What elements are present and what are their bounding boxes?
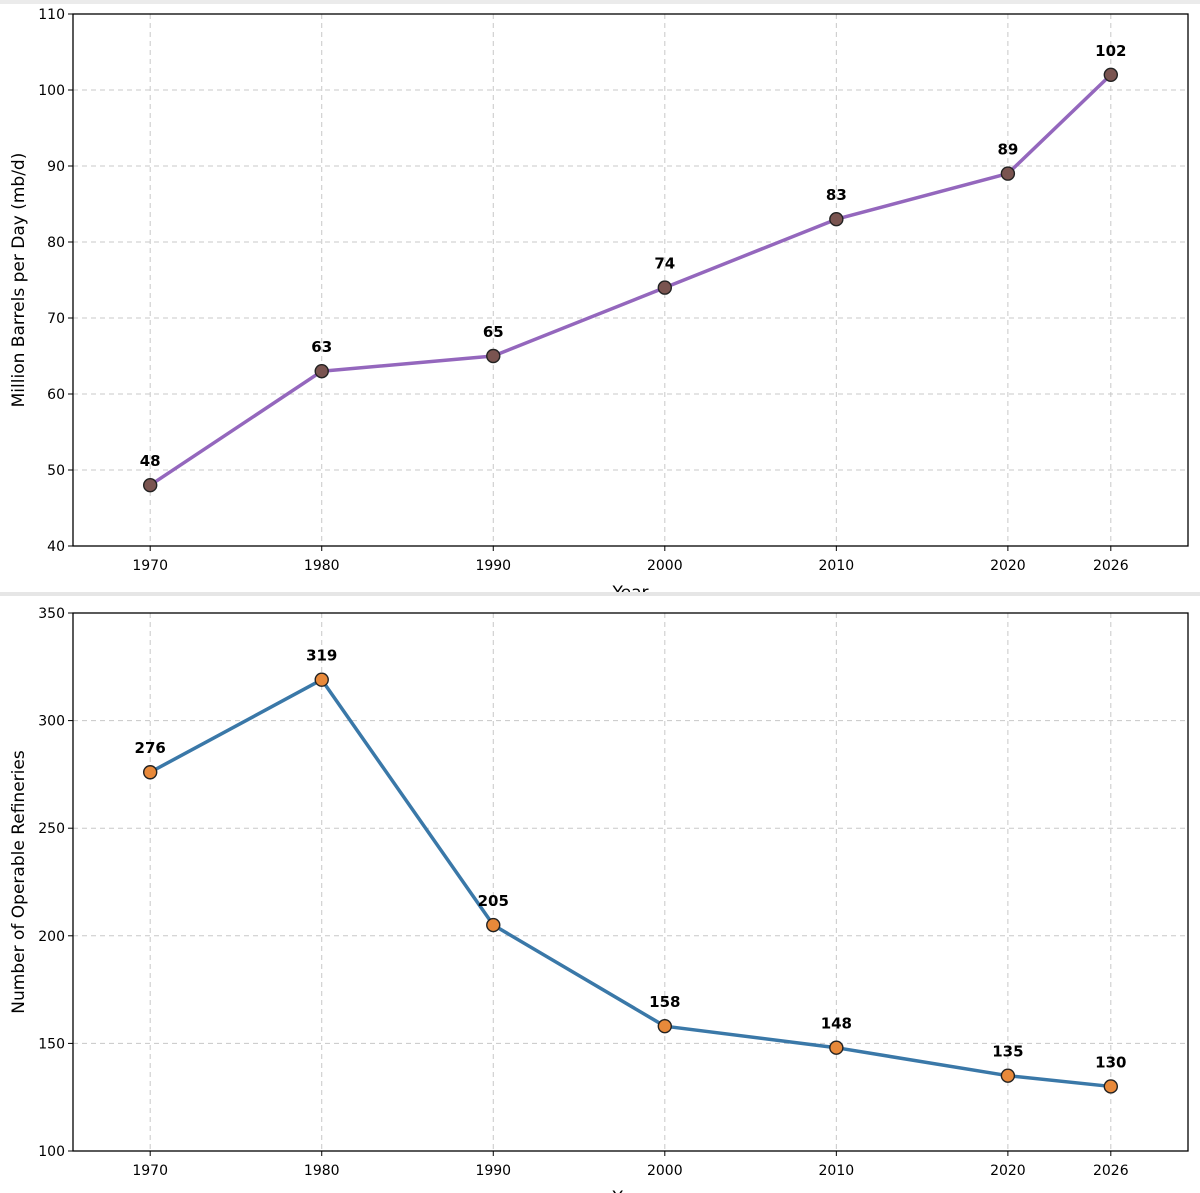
x-tick-label: 1980 (304, 558, 340, 574)
x-tick-label: 2026 (1093, 1163, 1129, 1179)
data-label: 65 (483, 323, 504, 341)
data-label: 74 (654, 255, 675, 273)
data-label: 276 (135, 739, 166, 757)
data-point (1000, 1068, 1016, 1083)
top-strip (0, 0, 1200, 4)
data-point (314, 672, 329, 687)
data-point (486, 917, 501, 933)
y-tick-label: 40 (47, 539, 65, 555)
data-label: 48 (140, 452, 161, 470)
x-tick-label: 1970 (132, 1163, 168, 1179)
data-point (486, 348, 501, 364)
x-tick-label: 1980 (304, 1163, 340, 1179)
y-tick-label: 350 (38, 606, 65, 622)
x-tick-label: 1990 (475, 558, 511, 574)
data-label: 102 (1095, 42, 1126, 60)
chart-divider (0, 592, 1200, 596)
data-point (314, 364, 329, 379)
chart-panel-refineries: 100 150 200 250 300 350 1970 1980 1990 2000 2010 20… (0, 596, 1200, 1193)
series-line (149, 73, 1113, 487)
y-tick-label: 300 (38, 714, 65, 730)
x-tick-label: 2010 (819, 1163, 855, 1179)
data-label: 319 (306, 647, 337, 665)
data-label: 89 (997, 141, 1018, 159)
data-label: 130 (1095, 1053, 1126, 1071)
data-label: 135 (992, 1043, 1023, 1061)
refineries-line-chart: 100 150 200 250 300 350 1970 1980 1990 2000 2010 20… (9, 606, 1189, 1193)
data-point (1103, 1079, 1119, 1094)
y-axis-label: Number of Operable Refineries (9, 750, 29, 1014)
data-label: 63 (311, 338, 332, 356)
x-axis-label: Year (612, 583, 649, 592)
data-point (1103, 67, 1119, 83)
y-tick-label: 250 (38, 821, 65, 837)
x-tick-label: 1990 (475, 1163, 511, 1179)
y-axis-label: Million Barrels per Day (mb/d) (9, 153, 29, 408)
data-point (1000, 166, 1016, 181)
plot-frame (72, 612, 1189, 1152)
series-line (149, 677, 1111, 1089)
y-tick-label: 50 (47, 463, 65, 479)
y-tick-label: 110 (38, 7, 65, 23)
data-label: 205 (478, 892, 509, 910)
data-label: 158 (649, 993, 680, 1011)
y-tick-label: 200 (38, 929, 65, 945)
y-tick-label: 100 (38, 83, 65, 99)
x-tick-label: 2026 (1093, 558, 1129, 574)
x-tick-label: 2020 (990, 1163, 1026, 1179)
data-point (829, 211, 844, 227)
y-tick-label: 60 (47, 387, 65, 403)
oil-demand-line-chart: 40 50 60 70 80 90 100 110 1970 1980 1990 2000 2010 20… (9, 7, 1189, 592)
x-tick-label: 2020 (990, 558, 1026, 574)
plot-frame (72, 13, 1189, 547)
data-point (657, 280, 673, 295)
data-point (142, 478, 158, 493)
y-tick-label: 150 (38, 1036, 65, 1052)
y-tick-label: 80 (47, 235, 65, 251)
chart-panel-oil-demand: 40 50 60 70 80 90 100 110 1970 1980 1990 2000 2010 20… (0, 0, 1200, 592)
data-label: 83 (826, 186, 847, 204)
data-point (829, 1040, 844, 1055)
y-tick-label: 70 (47, 311, 65, 327)
data-point (657, 1018, 673, 1034)
y-tick-label: 90 (47, 159, 65, 175)
x-axis-label: Year (612, 1188, 649, 1193)
x-tick-label: 2010 (819, 558, 855, 574)
y-tick-label: 100 (38, 1144, 65, 1160)
x-tick-label: 1970 (132, 558, 168, 574)
x-tick-label: 2000 (647, 1163, 683, 1179)
data-point (142, 765, 158, 780)
x-tick-label: 2000 (647, 558, 683, 574)
data-label: 148 (821, 1015, 852, 1033)
